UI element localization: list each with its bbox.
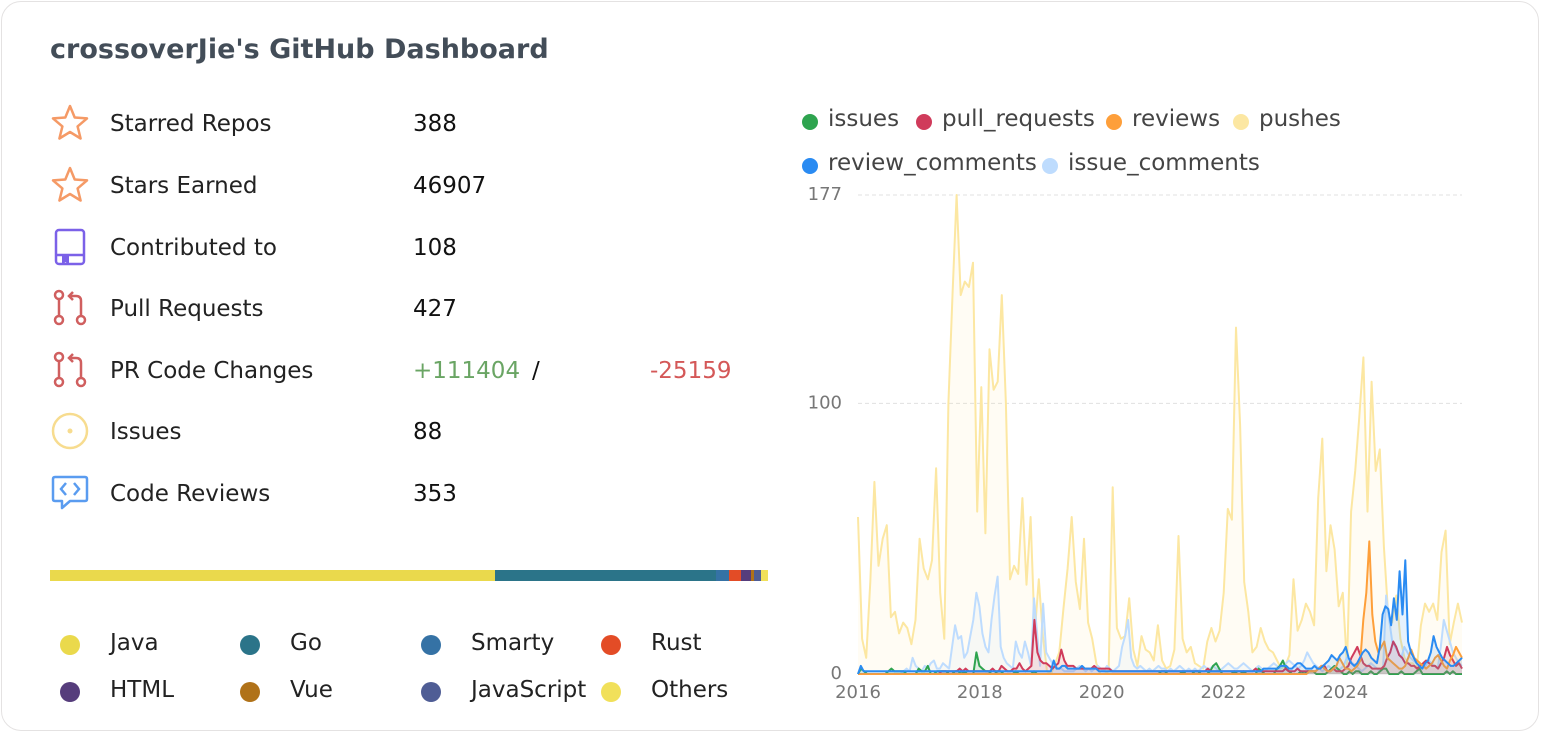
series-line-review_comments: [857, 559, 1463, 675]
language-dot: [240, 635, 260, 655]
dashboard-title: crossoverJie's GitHub Dashboard: [50, 34, 549, 65]
code-review-icon: [51, 475, 89, 510]
legend-label: reviews: [1132, 106, 1221, 132]
stat-stars-earned: Stars Earned 46907: [50, 165, 750, 205]
stat-value: 108: [413, 235, 457, 261]
series-line-pushes: [857, 194, 1463, 675]
language-bar-segment: [729, 570, 741, 581]
stat-value: 88: [413, 419, 443, 445]
language-dot: [240, 682, 260, 702]
legend-label: pushes: [1259, 106, 1341, 132]
stat-code-reviews: Code Reviews 353: [50, 473, 750, 513]
stat-label: Pull Requests: [110, 296, 264, 322]
stat-label: PR Code Changes: [110, 358, 314, 384]
y-tick-label: 177: [808, 184, 842, 205]
legend-label: issue_comments: [1068, 150, 1260, 176]
language-dot: [60, 635, 80, 655]
series-line-reviews: [858, 540, 1463, 675]
stat-value: 46907: [413, 173, 487, 199]
legend-dot: [916, 114, 932, 130]
stat-label: Stars Earned: [110, 173, 258, 199]
stat-pull-requests: Pull Requests 427: [50, 288, 750, 328]
x-tick-label: 2022: [1201, 682, 1247, 703]
language-bar-segment: [760, 570, 768, 581]
language-name: Java: [110, 630, 159, 656]
legend-label: issues: [828, 106, 900, 132]
pull-request-icon: [53, 351, 87, 388]
legend-label: pull_requests: [942, 106, 1095, 132]
language-bar-segment: [716, 570, 730, 581]
issue-icon: [51, 412, 89, 450]
language-dot: [601, 635, 621, 655]
x-tick-label: 2016: [835, 682, 881, 703]
stat-label: Starred Repos: [110, 111, 272, 137]
language-bar-segment: [750, 570, 754, 581]
y-tick-label: 0: [831, 663, 842, 684]
series-area-review_comments: [858, 560, 1462, 674]
language-dot: [421, 635, 441, 655]
additions-value: +111404: [413, 358, 521, 384]
stat-starred-repos: Starred Repos 388: [50, 103, 750, 143]
language-name: Others: [651, 677, 729, 703]
legend-dot: [802, 114, 818, 130]
activity-chart: 0 100 177 2016 2018 2020 2022 2024: [808, 184, 1463, 703]
language-name: JavaScript: [471, 677, 587, 703]
stat-value: 353: [413, 481, 457, 507]
star-icon: [51, 104, 89, 140]
x-tick-label: 2018: [957, 682, 1003, 703]
y-tick-label: 100: [808, 392, 842, 413]
stat-label: Code Reviews: [110, 481, 271, 507]
language-dot: [601, 682, 621, 702]
language-name: HTML: [110, 677, 175, 703]
deletions-value: -25159: [650, 358, 732, 384]
stat-issues: Issues 88: [50, 411, 750, 451]
stat-contributed-to: Contributed to 108: [50, 227, 750, 267]
legend-dot: [1106, 114, 1122, 130]
repo-icon: [54, 228, 86, 266]
language-name: Go: [290, 630, 322, 656]
language-name: Vue: [290, 677, 333, 703]
language-name: Rust: [651, 630, 702, 656]
star-icon: [51, 166, 89, 202]
x-tick-label: 2024: [1322, 682, 1368, 703]
language-bar-segment: [495, 570, 717, 581]
language-bar-segment: [50, 570, 496, 581]
series-line-issue_comments: [858, 575, 1463, 675]
language-dot: [421, 682, 441, 702]
legend-dot: [1233, 114, 1249, 130]
language-dot: [60, 682, 80, 702]
stat-value: 427: [413, 296, 457, 322]
legend-dot: [802, 158, 818, 174]
legend-dot: [1042, 158, 1058, 174]
pull-request-icon: [53, 289, 87, 326]
stat-label: Contributed to: [110, 235, 277, 261]
series-area-issue_comments: [858, 576, 1462, 674]
language-bar-segment: [740, 570, 751, 581]
stat-value: 388: [413, 111, 457, 137]
x-tick-label: 2020: [1079, 682, 1125, 703]
changes-separator: /: [532, 358, 540, 384]
stat-label: Issues: [110, 419, 182, 445]
legend-label: review_comments: [828, 150, 1037, 176]
language-bar: [50, 570, 768, 581]
language-bar-segment: [753, 570, 761, 581]
stat-pr-code-changes: PR Code Changes +111404 / -25159: [50, 350, 750, 390]
language-name: Smarty: [471, 630, 555, 656]
